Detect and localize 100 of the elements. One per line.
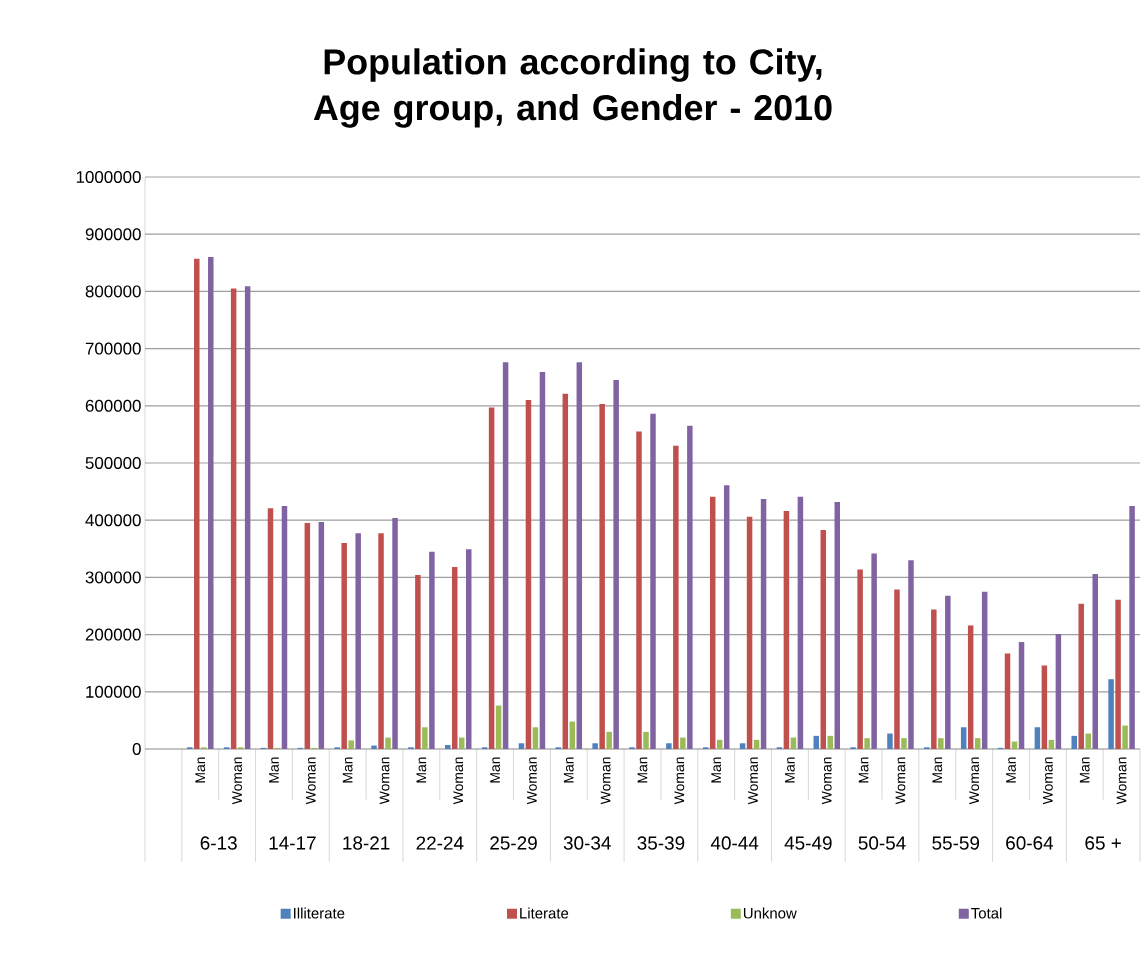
bar — [230, 288, 237, 749]
bar — [887, 733, 893, 749]
bar — [208, 257, 214, 749]
bar — [813, 735, 820, 749]
bar — [1041, 665, 1048, 749]
x-tick-label: Man — [490, 757, 500, 783]
bar — [1048, 739, 1055, 749]
bar — [613, 380, 619, 749]
legend-label: Literate — [520, 907, 569, 919]
y-tick-label: 100000 — [86, 685, 141, 698]
bar — [371, 745, 377, 749]
text: 25-29 — [490, 836, 537, 850]
bar — [1078, 603, 1084, 749]
bar — [797, 496, 804, 749]
bar — [1004, 653, 1011, 749]
y-tick-label: 700000 — [85, 342, 141, 355]
y-tick-label: 900000 — [85, 228, 141, 241]
y-tick-label: 0 — [132, 743, 141, 755]
bar — [723, 485, 730, 749]
bar — [422, 727, 428, 749]
x-tick-label: Man — [932, 757, 943, 783]
bar — [341, 543, 347, 749]
bar — [960, 727, 967, 749]
x-tick-label: Woman — [1116, 757, 1127, 805]
bar — [281, 505, 288, 749]
bar — [592, 743, 598, 749]
text: 14-17 — [269, 836, 316, 850]
legend-label: Unknow — [743, 907, 797, 919]
bar — [525, 400, 532, 749]
bar — [746, 516, 753, 749]
bar — [606, 731, 612, 749]
x-tick-label: Man — [637, 757, 648, 783]
bar — [673, 445, 679, 749]
bar — [871, 553, 877, 749]
bar — [502, 362, 509, 749]
bar — [680, 737, 686, 749]
x-tick-label: Man — [342, 757, 353, 783]
text: 35-39 — [637, 836, 685, 850]
y-tick-label: 500000 — [85, 457, 141, 469]
bar — [857, 569, 863, 749]
y-tick-label: 600000 — [85, 399, 141, 412]
bar — [666, 743, 672, 749]
x-tick-label: Woman — [379, 757, 390, 805]
bar — [429, 551, 435, 749]
bar — [716, 739, 723, 749]
x-tick-label: Man — [858, 757, 869, 783]
bar — [820, 529, 827, 749]
bar — [643, 731, 649, 749]
x-tick-label: Man — [785, 757, 795, 783]
bar — [415, 575, 421, 749]
bar — [981, 591, 988, 749]
bar — [392, 517, 398, 749]
text: 22-24 — [416, 836, 464, 850]
text: 6-13 — [200, 836, 237, 850]
bar — [348, 740, 354, 749]
y-tick-label: 300000 — [85, 571, 141, 584]
bar — [466, 549, 472, 749]
x-tick-label: Man — [195, 757, 206, 783]
bar — [445, 745, 451, 749]
bar — [532, 727, 539, 749]
x-tick-label: Woman — [453, 757, 464, 805]
bar — [304, 523, 311, 749]
bar — [864, 738, 870, 749]
x-tick-label: Woman — [748, 757, 758, 805]
bar — [576, 362, 583, 749]
bar — [318, 521, 325, 749]
bar — [539, 372, 546, 749]
bar — [709, 496, 716, 749]
bar — [827, 735, 834, 749]
bar — [760, 499, 767, 749]
bar — [355, 533, 361, 749]
bar — [1108, 679, 1114, 749]
text: 55-59 — [932, 836, 980, 850]
bar — [974, 738, 981, 749]
bar — [753, 739, 760, 749]
text: 30-34 — [563, 836, 611, 850]
y-tick-label: 400000 — [85, 514, 141, 527]
x-tick-label: Woman — [527, 757, 537, 805]
bar — [945, 595, 951, 749]
x-tick-label: Woman — [821, 757, 832, 805]
text: 40-44 — [710, 836, 759, 850]
x-tick-label: Woman — [600, 757, 611, 805]
bar — [518, 743, 525, 749]
bar — [967, 625, 974, 749]
chart-title: Population according to City, Age group, and Gender - 2010 — [313, 48, 832, 128]
legend-label: Illiterate — [294, 907, 345, 919]
bar — [267, 508, 274, 749]
bar — [894, 589, 900, 749]
bar — [1018, 642, 1025, 749]
bar — [908, 560, 914, 749]
bar — [194, 258, 200, 749]
text: 65 + — [1085, 836, 1121, 850]
x-tick-label: Man — [1079, 757, 1090, 783]
x-tick-label: Woman — [232, 757, 242, 805]
x-tick-label: Woman — [305, 757, 316, 805]
bar — [488, 407, 495, 749]
legend-label: Total — [971, 907, 1002, 919]
x-tick-label: Woman — [895, 757, 906, 805]
x-tick-label: Man — [563, 757, 574, 783]
bar — [562, 393, 569, 749]
